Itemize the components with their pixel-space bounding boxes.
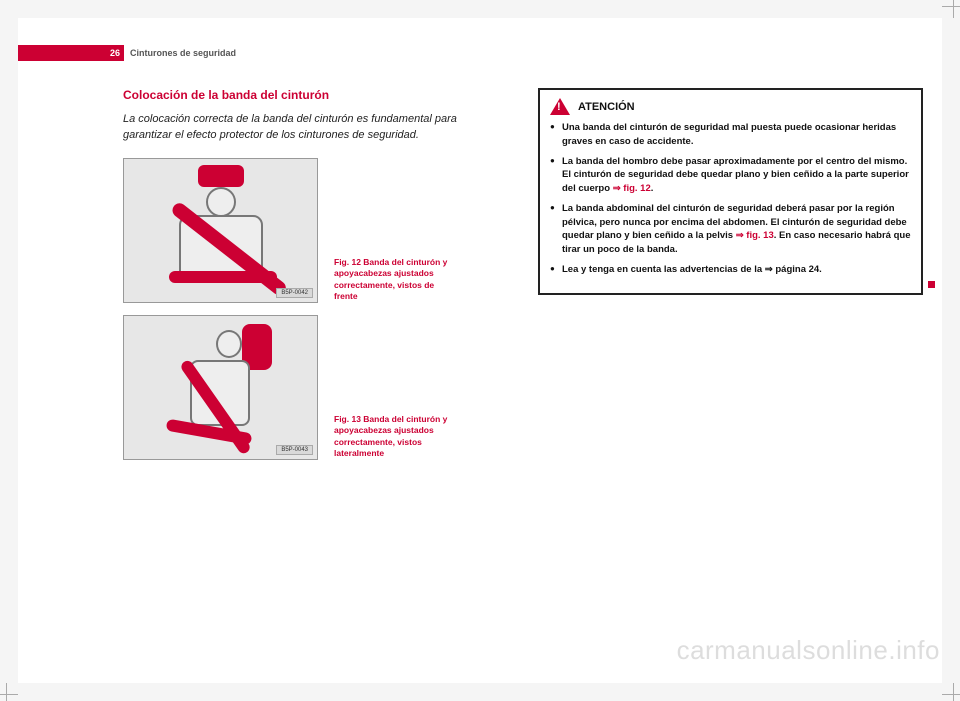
figure-12-caption: Fig. 12 Banda del cinturón y apoyacabeza… xyxy=(318,257,458,303)
figure-13-row: B5P-0043 Fig. 13 Banda del cinturón y ap… xyxy=(123,315,493,460)
belt-lap-icon xyxy=(169,271,277,283)
figure-12-image: B5P-0042 xyxy=(123,158,318,303)
crop-mark xyxy=(953,683,954,701)
figure-12-label: B5P-0042 xyxy=(276,288,313,298)
warning-item-text: . xyxy=(651,183,654,194)
figure-13-image: B5P-0043 xyxy=(123,315,318,460)
crop-mark xyxy=(953,0,954,18)
chapter-title: Cinturones de seguridad xyxy=(130,45,236,61)
warning-item: Una banda del cinturón de seguridad mal … xyxy=(550,121,911,149)
headrest-icon xyxy=(198,165,244,187)
figure-12-row: B5P-0042 Fig. 12 Banda del cinturón y ap… xyxy=(123,158,493,303)
crop-mark xyxy=(942,6,960,7)
page-number: 26 xyxy=(18,45,120,61)
right-column: ATENCIÓN Una banda del cinturón de segur… xyxy=(538,88,923,295)
page-reference: ⇒ página 24. xyxy=(765,264,822,275)
watermark: carmanualsonline.info xyxy=(677,635,940,666)
intro-text: La colocación correcta de la banda del c… xyxy=(123,112,493,144)
warning-item: La banda del hombro debe pasar aproximad… xyxy=(550,155,911,196)
skull-side-icon xyxy=(216,330,242,358)
figure-13-label: B5P-0043 xyxy=(276,445,313,455)
warning-item-text: Una banda del cinturón de seguridad mal … xyxy=(562,122,896,147)
warning-item: Lea y tenga en cuenta las advertencias d… xyxy=(550,263,911,277)
warning-header: ATENCIÓN xyxy=(550,98,911,115)
warning-triangle-icon xyxy=(550,98,570,115)
left-column: Colocación de la banda del cinturón La c… xyxy=(123,88,493,472)
crop-mark xyxy=(942,694,960,695)
warning-box: ATENCIÓN Una banda del cinturón de segur… xyxy=(538,88,923,295)
figure-reference: ⇒ fig. 12 xyxy=(613,183,651,194)
crop-mark xyxy=(0,694,18,695)
warning-item: La banda abdominal del cinturón de segur… xyxy=(550,202,911,257)
figure-13-caption: Fig. 13 Banda del cinturón y apoyacabeza… xyxy=(318,414,458,460)
skull-icon xyxy=(206,187,236,217)
section-end-marker-icon xyxy=(928,281,935,288)
section-heading: Colocación de la banda del cinturón xyxy=(123,88,493,102)
figure-reference: ⇒ fig. 13 xyxy=(736,230,774,241)
warning-list: Una banda del cinturón de seguridad mal … xyxy=(550,121,911,277)
warning-title: ATENCIÓN xyxy=(578,101,635,113)
warning-item-text: Lea y tenga en cuenta las advertencias d… xyxy=(562,264,765,275)
crop-mark xyxy=(6,683,7,701)
page: 26 Cinturones de seguridad Colocación de… xyxy=(18,18,942,683)
